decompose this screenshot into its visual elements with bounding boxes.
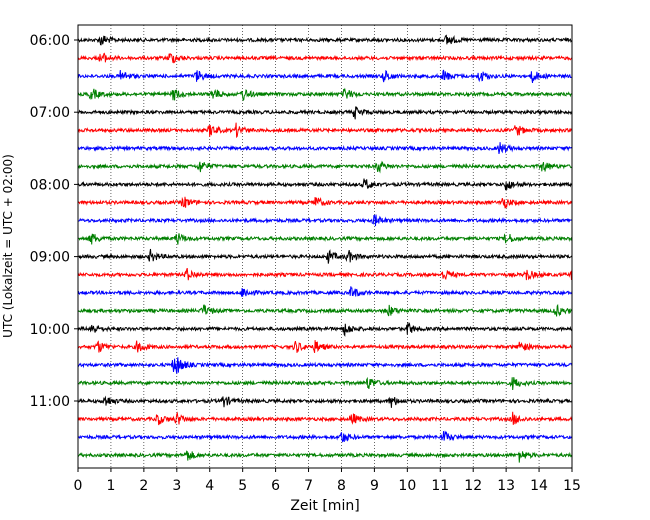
seismogram-trace: [77, 214, 573, 227]
seismogram-trace: [77, 376, 573, 391]
seismogram-trace: [77, 87, 573, 102]
seismogram-trace: [77, 233, 573, 245]
y-axis-ticks: 06:00 07:00 08:00 09:00 10:00 11:00: [30, 33, 78, 410]
x-tick-label: 3: [172, 478, 181, 494]
y-tick-label: 09:00: [30, 250, 70, 266]
seismogram-trace: [77, 322, 573, 337]
y-tick-label: 08:00: [30, 177, 70, 193]
x-tick-label: 10: [398, 478, 416, 494]
vertical-grid: [110, 25, 540, 468]
x-tick-label: 8: [337, 478, 346, 494]
x-tick-label: 15: [563, 478, 581, 494]
y-tick-label: 10:00: [30, 322, 70, 338]
x-tick-label: 1: [106, 478, 115, 494]
seismogram-trace: [77, 106, 573, 120]
seismogram-trace: [77, 69, 573, 83]
seismogram-trace: [77, 196, 573, 209]
seismogram-trace: [77, 430, 573, 443]
seismogram-trace: [77, 122, 573, 139]
seismogram-trace: [77, 178, 573, 191]
seismogram-trace: [77, 395, 573, 408]
seismogram-trace: [77, 34, 573, 46]
x-tick-label: 11: [431, 478, 449, 494]
plot-frame: [77, 24, 573, 469]
x-axis-label: Zeit [min]: [290, 498, 359, 514]
seismogram-trace: [77, 411, 573, 426]
x-tick-label: 13: [497, 478, 515, 494]
y-tick-label: 11:00: [30, 394, 70, 410]
x-tick-label: 0: [74, 478, 83, 494]
y-tick-label: 07:00: [30, 105, 70, 121]
y-tick-label: 06:00: [30, 33, 70, 49]
x-tick-label: 2: [139, 478, 148, 494]
seismogram-trace: [77, 142, 573, 154]
x-axis-ticks: 0 1 2 3 4 5 6 7 8 9 10 11 12 13 14 15: [74, 468, 581, 494]
seismogram-trace: [77, 357, 573, 374]
x-tick-label: 9: [370, 478, 379, 494]
seismogram-trace: [77, 248, 573, 264]
seismogram-trace: [77, 267, 573, 281]
x-tick-label: 7: [304, 478, 313, 494]
seismogram-trace: [77, 286, 573, 297]
seismogram-trace: [77, 340, 573, 354]
y-axis-label: UTC (Lokalzeit = UTC + 02:00): [1, 154, 15, 338]
x-tick-label: 6: [271, 478, 280, 494]
x-tick-label: 4: [205, 478, 214, 494]
seismogram-trace: [77, 450, 573, 463]
x-tick-label: 14: [530, 478, 548, 494]
x-tick-label: 5: [238, 478, 247, 494]
x-tick-label: 12: [464, 478, 482, 494]
seismogram-trace: [77, 303, 573, 317]
seismogram-trace: [77, 160, 573, 174]
seismogram-traces: [77, 34, 573, 463]
seismogram-trace: [77, 52, 573, 64]
